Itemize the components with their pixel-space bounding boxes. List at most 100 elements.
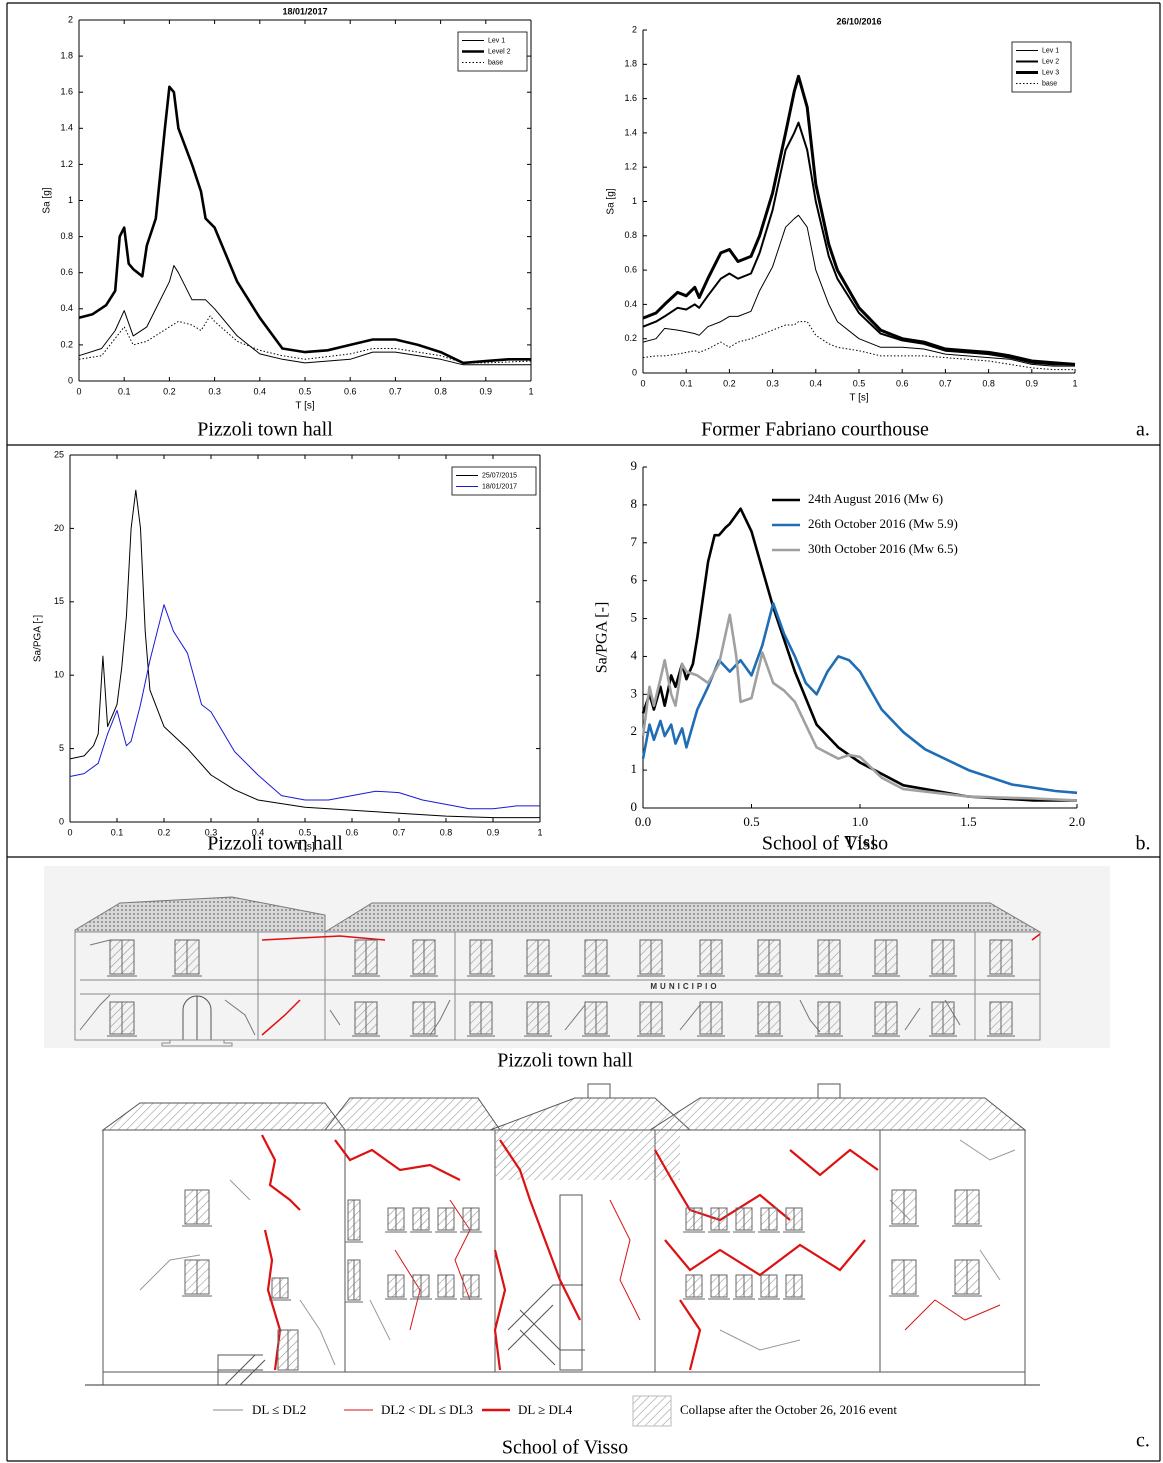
x-tick-label: 1.5: [960, 814, 976, 829]
y-tick-label: 1.4: [624, 127, 637, 137]
y-tick-label: 0: [59, 816, 64, 826]
y-axis-label: Sa [g]: [42, 187, 53, 213]
y-tick-label: 1.4: [60, 123, 73, 133]
y-tick-label: 1.2: [60, 159, 73, 169]
series-line: [642, 214, 1075, 367]
x-tick-label: 0.5: [299, 827, 312, 837]
y-tick-label: 2: [632, 24, 637, 34]
panel-label: a.: [1136, 419, 1150, 441]
caption: Pizzoli town hall: [197, 419, 333, 441]
series-line: [78, 85, 531, 365]
x-tick-label: 0.9: [1026, 378, 1039, 388]
series-line: [641, 507, 1077, 802]
y-tick-label: 3: [631, 685, 638, 700]
x-tick-label: 1.0: [852, 814, 868, 829]
caption: Pizzoli town hall: [207, 833, 343, 855]
chart: 0 0.1 0.2 0.3 0.4 0.5 0.6 0.7 0.8 0.9 10510152025T…: [33, 449, 543, 852]
y-tick-label: 1: [68, 195, 73, 205]
series-line: [642, 321, 1075, 371]
x-tick-label: 0.3: [766, 378, 779, 388]
chart-title: 26/10/2016: [836, 16, 881, 26]
legend-frame: [451, 466, 537, 496]
x-axis-label: T [s]: [849, 393, 868, 404]
series-line: [78, 315, 532, 364]
x-tick-label: 1: [537, 827, 542, 837]
x-tick-label: 0.2: [158, 827, 171, 837]
x-tick-label: 0.3: [205, 827, 218, 837]
y-tick-label: 0.4: [624, 299, 637, 309]
x-tick-label: 0.4: [254, 386, 267, 396]
x-tick-label: 0.8: [982, 378, 995, 388]
series-line: [69, 489, 540, 819]
y-tick-label: 20: [54, 523, 64, 533]
y-tick-label: 1.8: [624, 59, 637, 69]
y-tick-label: 5: [631, 610, 638, 625]
x-tick-label: 0.4: [810, 378, 823, 388]
x-tick-label: 0.6: [896, 378, 909, 388]
y-tick-label: 0.6: [624, 264, 637, 274]
caption: Pizzoli town hall: [497, 1050, 633, 1072]
caption: School of Visso: [762, 833, 888, 855]
legend-label: Lev 1: [488, 37, 505, 44]
legend-label: DL ≥ DL4: [518, 1402, 573, 1417]
x-tick-label: 0: [67, 827, 72, 837]
y-tick-label: 0.8: [624, 230, 637, 240]
y-tick-label: 1.8: [60, 50, 73, 60]
legend-swatch: [632, 1395, 672, 1427]
y-tick-label: 9: [631, 458, 638, 473]
y-tick-label: 0.2: [624, 333, 637, 343]
legend-label: Lev 1: [1042, 47, 1059, 54]
frame: [6, 2, 1161, 1462]
chart: 26/10/2016 0 0.1 0.2 0.3 0.4 0.5 0.6 0.7 0.8 0.9 1 0…: [606, 16, 1078, 403]
x-tick-label: 0.5: [299, 386, 312, 396]
y-tick-label: 4: [631, 647, 638, 662]
x-tick-label: 1: [528, 386, 533, 396]
y-axis-label: Sa/PGA [-]: [594, 602, 611, 674]
caption: Former Fabriano courthouse: [701, 419, 929, 441]
y-tick-label: 0.8: [60, 231, 73, 241]
series-line: [641, 613, 1078, 802]
x-tick-label: 0.5: [743, 814, 759, 829]
x-tick-label: 0.4: [252, 827, 265, 837]
x-tick-label: 0.6: [344, 386, 357, 396]
legend-label: 26th October 2016 (Mw 5.9): [808, 516, 958, 531]
y-tick-label: 2: [68, 14, 73, 24]
legend-label: 25/07/2015: [482, 472, 517, 479]
visso-drawing: [85, 1083, 1040, 1386]
y-tick-label: 0.2: [60, 339, 73, 349]
y-tick-label: 1.6: [624, 93, 637, 103]
x-tick-label: 0.2: [723, 378, 736, 388]
x-tick-label: 0.3: [208, 386, 221, 396]
legend-label: base: [1042, 80, 1057, 87]
y-tick-label: 8: [631, 496, 638, 511]
x-tick-label: 0.5: [853, 378, 866, 388]
series-line: [642, 74, 1076, 366]
x-tick-label: 1: [1072, 378, 1077, 388]
y-axis-label: Sa/PGA [-]: [33, 615, 44, 662]
x-tick-label: 0.7: [389, 386, 402, 396]
y-tick-label: 25: [54, 449, 64, 459]
y-tick-label: 7: [631, 534, 638, 549]
x-axis-label: T [s]: [295, 842, 314, 853]
legend-label: 24th August 2016 (Mw 6): [808, 491, 943, 506]
x-tick-label: 0.8: [440, 827, 453, 837]
y-tick-label: 10: [54, 670, 64, 680]
legend-label: Lev 2: [1042, 58, 1059, 65]
series-line: [642, 121, 1075, 366]
y-tick-label: 0.4: [60, 303, 73, 313]
x-tick-label: 0.6: [346, 827, 359, 837]
x-tick-label: 2.0: [1069, 814, 1085, 829]
legend-label: DL ≤ DL2: [252, 1402, 306, 1417]
legend-label: Lev 3: [1042, 69, 1059, 76]
building-sign: MUNICIPIO: [650, 982, 719, 991]
x-tick-label: 0.7: [393, 827, 406, 837]
x-tick-label: 0.9: [487, 827, 500, 837]
x-tick-label: 0: [76, 386, 81, 396]
series-line: [641, 602, 1078, 795]
x-tick-label: 0.2: [163, 386, 176, 396]
legend-label: Level 2: [488, 48, 511, 55]
y-tick-label: 0: [68, 375, 73, 385]
y-tick-label: 1: [631, 761, 638, 776]
